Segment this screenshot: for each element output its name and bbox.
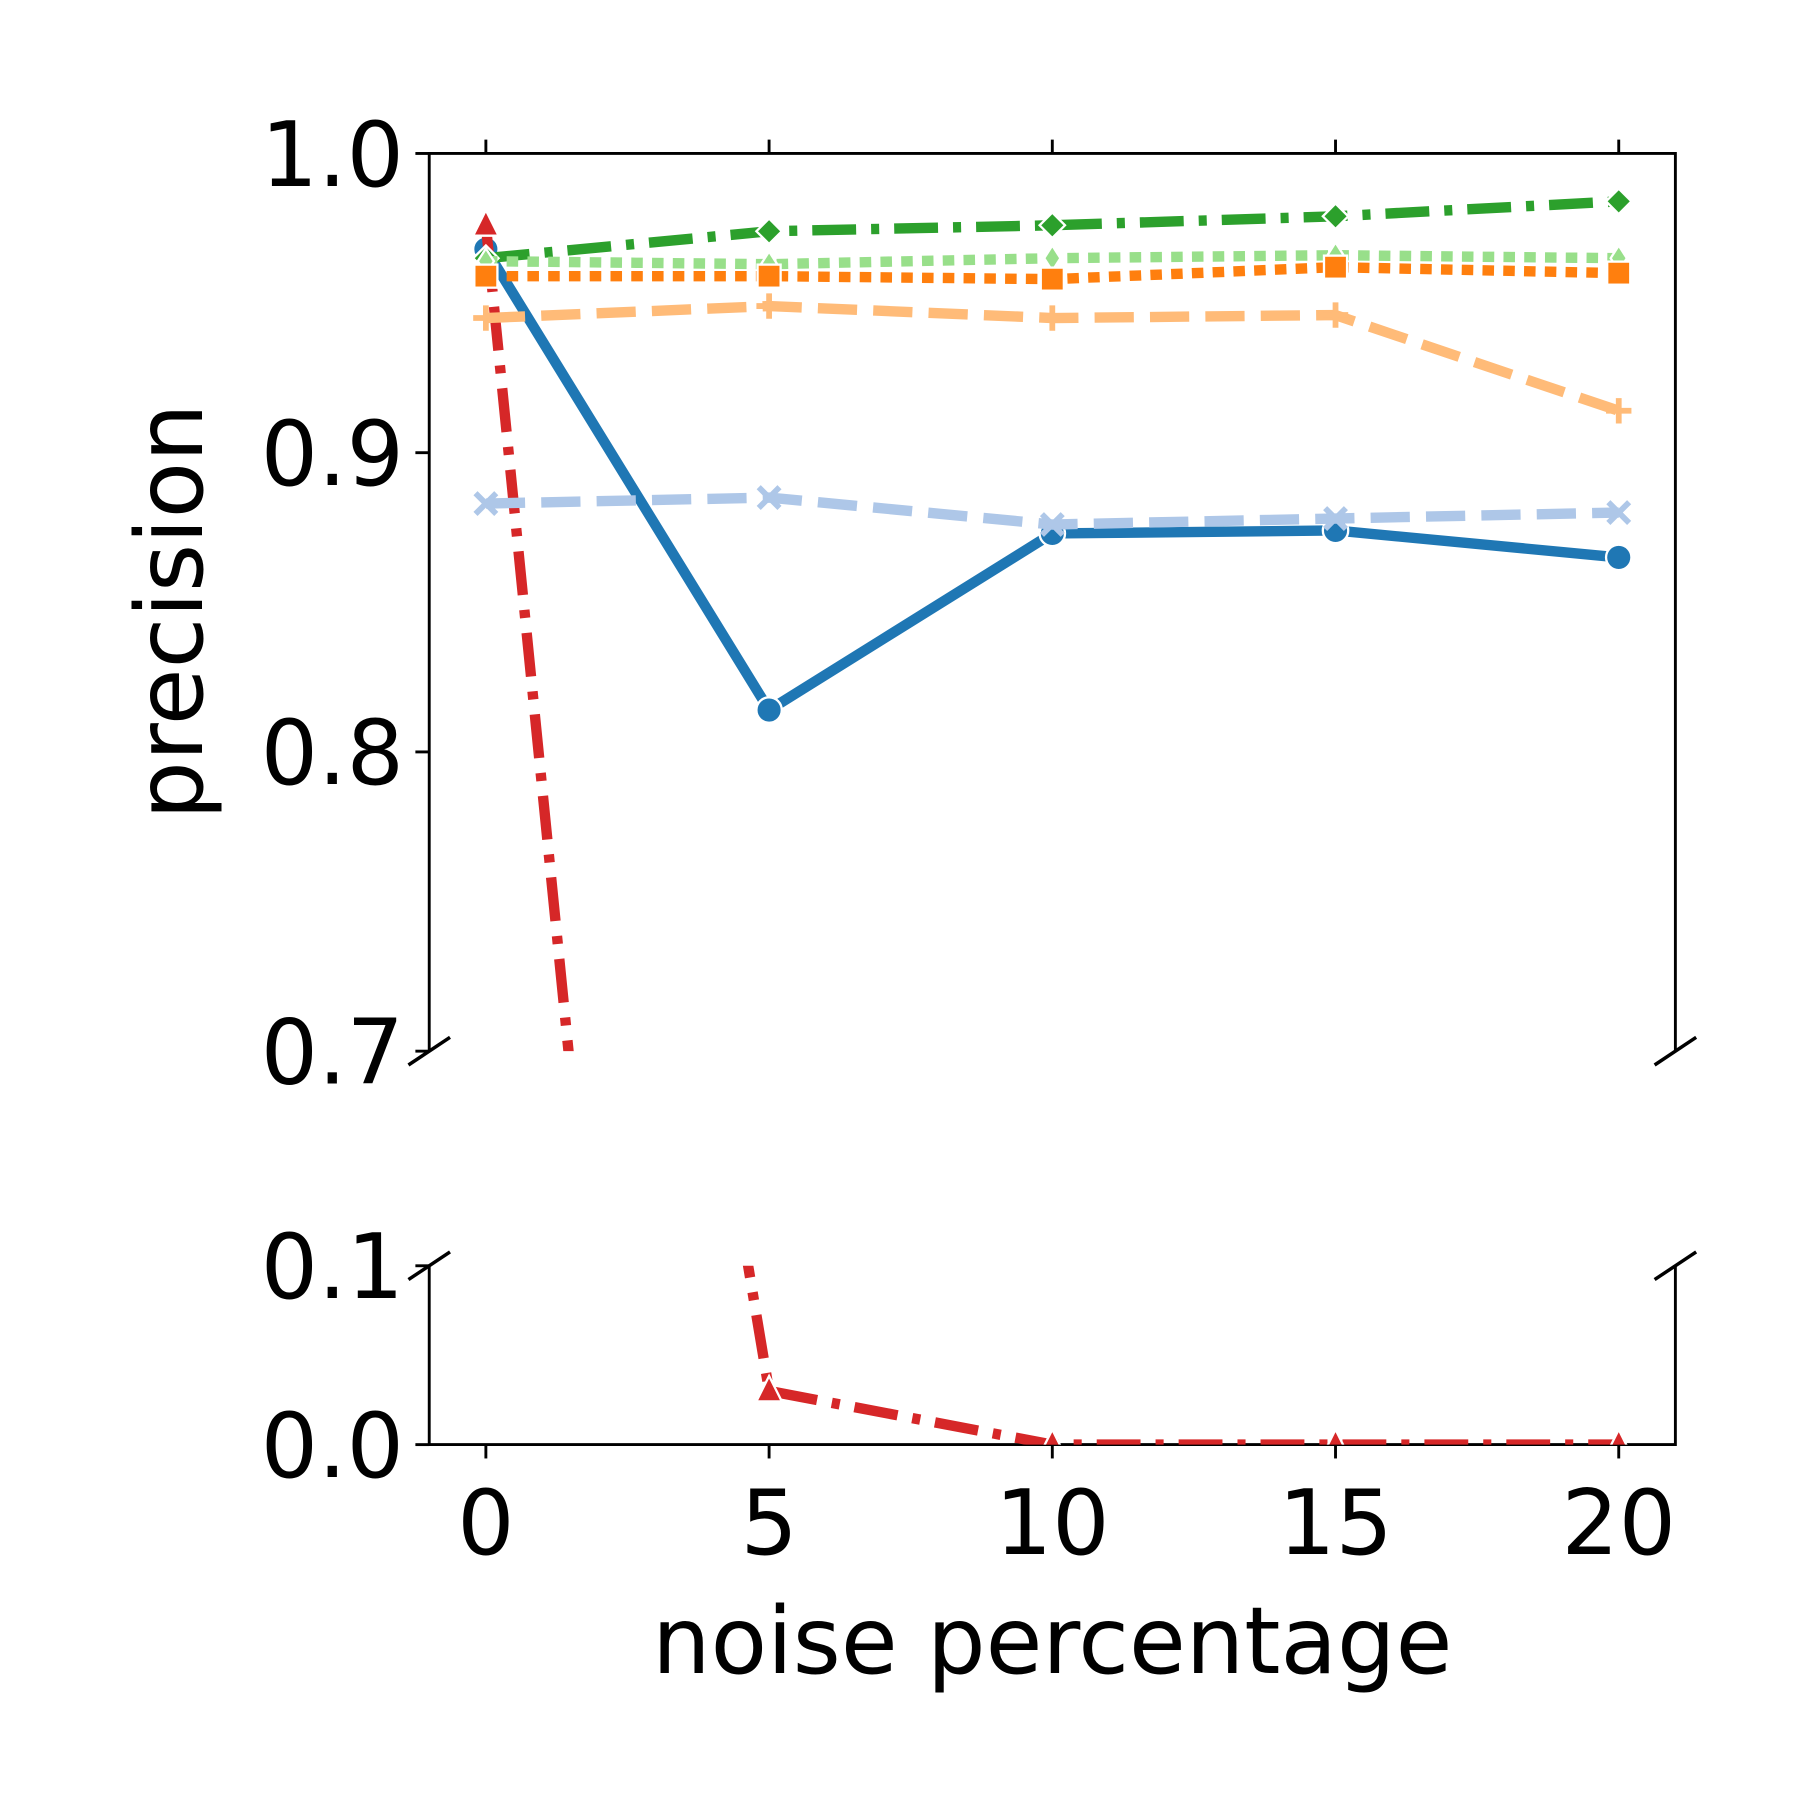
top-panel bbox=[471, 187, 1634, 1052]
data-point bbox=[756, 293, 782, 319]
data-point bbox=[1039, 305, 1065, 331]
y-tick-label: 0.7 bbox=[261, 1000, 404, 1105]
data-point bbox=[473, 491, 499, 516]
x-tick-label: 15 bbox=[1278, 1471, 1393, 1576]
data-point bbox=[1039, 512, 1065, 537]
y-tick-label: 0.8 bbox=[261, 701, 404, 806]
data-point bbox=[1609, 1427, 1628, 1445]
data-point bbox=[471, 207, 501, 237]
data-point bbox=[1037, 210, 1067, 240]
y-tick-label: 0.1 bbox=[261, 1215, 404, 1320]
data-point bbox=[1606, 500, 1632, 525]
data-point bbox=[1604, 187, 1634, 216]
data-point bbox=[1326, 1427, 1345, 1445]
data-point bbox=[754, 1373, 784, 1403]
axis-break-mark bbox=[1653, 1035, 1698, 1067]
y-axis-label: precision bbox=[116, 403, 224, 819]
y-tick-label: 1.0 bbox=[261, 103, 404, 208]
data-point bbox=[1323, 506, 1348, 531]
y-tick-label: 0.0 bbox=[261, 1394, 404, 1499]
x-tick-label: 20 bbox=[1561, 1471, 1676, 1576]
data-point bbox=[755, 696, 783, 724]
data-point bbox=[756, 485, 782, 511]
data-point bbox=[1043, 1427, 1062, 1445]
data-point bbox=[1606, 398, 1632, 424]
axis-break-mark bbox=[1653, 1250, 1698, 1282]
bottom-panel bbox=[742, 1265, 1628, 1445]
data-point bbox=[1322, 254, 1349, 280]
x-tick-label: 0 bbox=[457, 1471, 514, 1576]
x-axis-label: noise percentage bbox=[652, 1587, 1452, 1695]
data-point bbox=[473, 305, 499, 331]
y-tick-label: 0.9 bbox=[261, 402, 404, 507]
data-point bbox=[1606, 260, 1632, 286]
data-point bbox=[754, 216, 784, 246]
data-point bbox=[473, 263, 499, 289]
data-point bbox=[1039, 266, 1065, 292]
data-point bbox=[1321, 201, 1350, 231]
bottom-panel-frame bbox=[427, 1265, 1677, 1447]
data-point bbox=[1322, 302, 1349, 328]
x-tick-label: 5 bbox=[740, 1471, 797, 1576]
data-point bbox=[756, 263, 782, 289]
data-point bbox=[1604, 543, 1633, 572]
series-line bbox=[485, 196, 1620, 264]
x-tick-label: 10 bbox=[995, 1471, 1110, 1576]
